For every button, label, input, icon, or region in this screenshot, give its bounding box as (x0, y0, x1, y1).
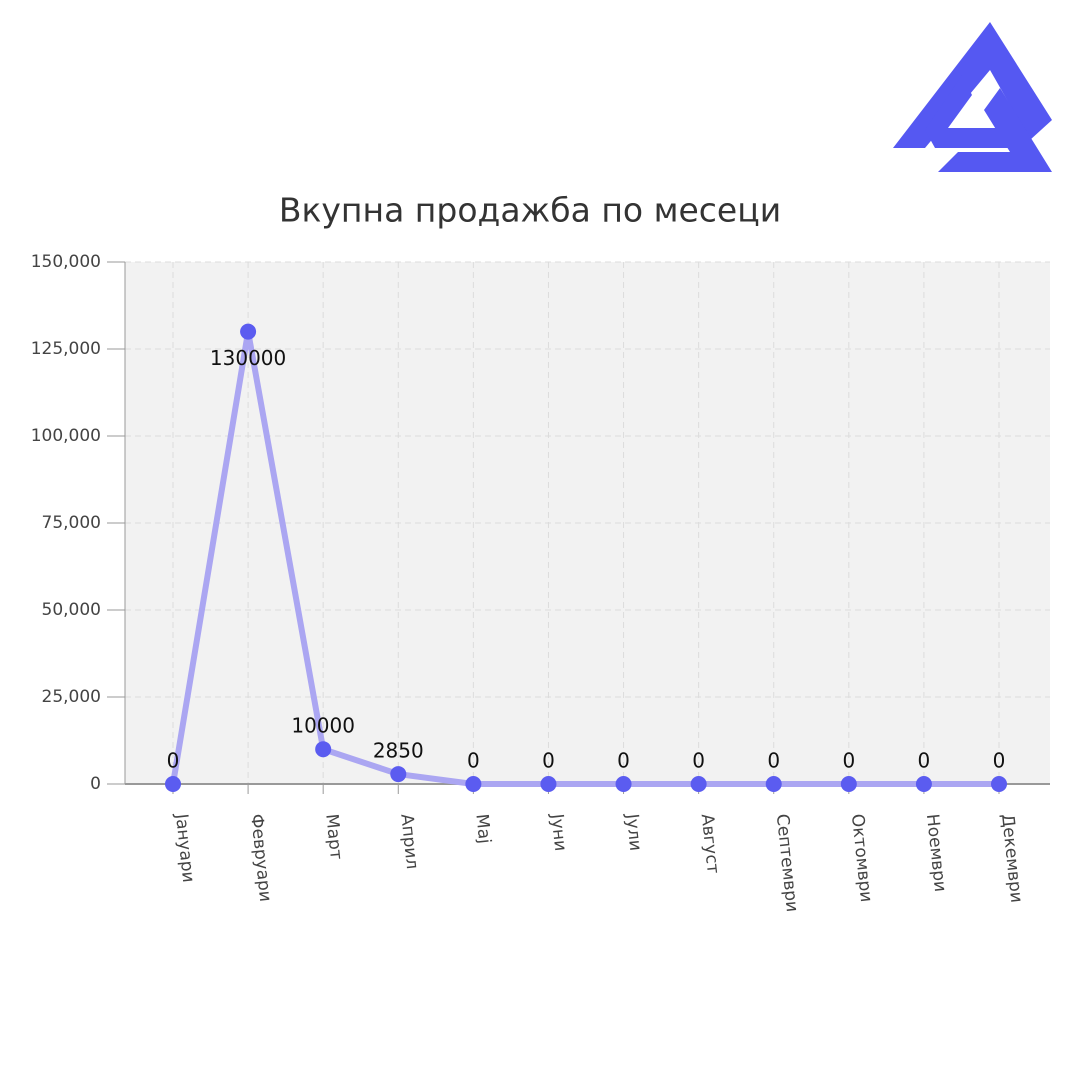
data-label: 2850 (373, 739, 424, 763)
line (170, 328, 999, 787)
x-tick-label: Октомври (847, 813, 876, 903)
logo-part (893, 22, 1052, 148)
y-tick-label: 0 (90, 774, 101, 794)
data-label: 130000 (210, 346, 286, 370)
y-tick-label: 100,000 (31, 426, 101, 446)
marker (540, 776, 557, 792)
x-tick-label: Февруари (246, 813, 275, 903)
marker (465, 776, 482, 792)
y-tick-label: 150,000 (31, 252, 101, 272)
y-tick-label: 75,000 (42, 513, 101, 533)
data-label: 0 (993, 749, 1006, 773)
marker (165, 776, 181, 792)
marker (615, 776, 632, 792)
data-label: 0 (167, 749, 180, 773)
data-label: 0 (692, 749, 705, 773)
data-label: 0 (767, 749, 780, 773)
chart-title: Вкупна продажба по месеци (279, 191, 781, 230)
marker (315, 741, 332, 758)
y-tick-label: 50,000 (42, 600, 101, 620)
x-tick-label: Април (396, 813, 422, 870)
x-tick-label: Јули (621, 812, 645, 852)
x-tick-label: Декември (997, 813, 1026, 904)
data-label: 0 (617, 749, 630, 773)
data-label: 0 (842, 749, 855, 773)
x-tick-label: Септември (772, 813, 802, 913)
marker (915, 776, 932, 792)
x-tick-label: Јуни (546, 812, 570, 852)
marker (240, 323, 257, 340)
y-tick-label: 125,000 (31, 339, 101, 359)
logo-part (938, 88, 1052, 172)
y-tick-label: 25,000 (42, 687, 101, 707)
x-tick-label: Август (697, 813, 723, 875)
data-label: 0 (467, 749, 480, 773)
logo-part (925, 75, 1030, 148)
x-tick-label: Јануари (171, 812, 198, 884)
data-label: 0 (542, 749, 555, 773)
x-tick-label: Март (321, 813, 346, 861)
x-tick-label: Мај (471, 813, 494, 845)
marker (765, 776, 782, 792)
marker (690, 776, 707, 792)
data-label: 10000 (291, 714, 355, 738)
marker (991, 776, 1007, 792)
data-label: 0 (918, 749, 931, 773)
marker (840, 776, 857, 792)
marker (390, 766, 407, 783)
logo (893, 22, 1052, 172)
x-tick-label: Ноември (922, 813, 950, 893)
